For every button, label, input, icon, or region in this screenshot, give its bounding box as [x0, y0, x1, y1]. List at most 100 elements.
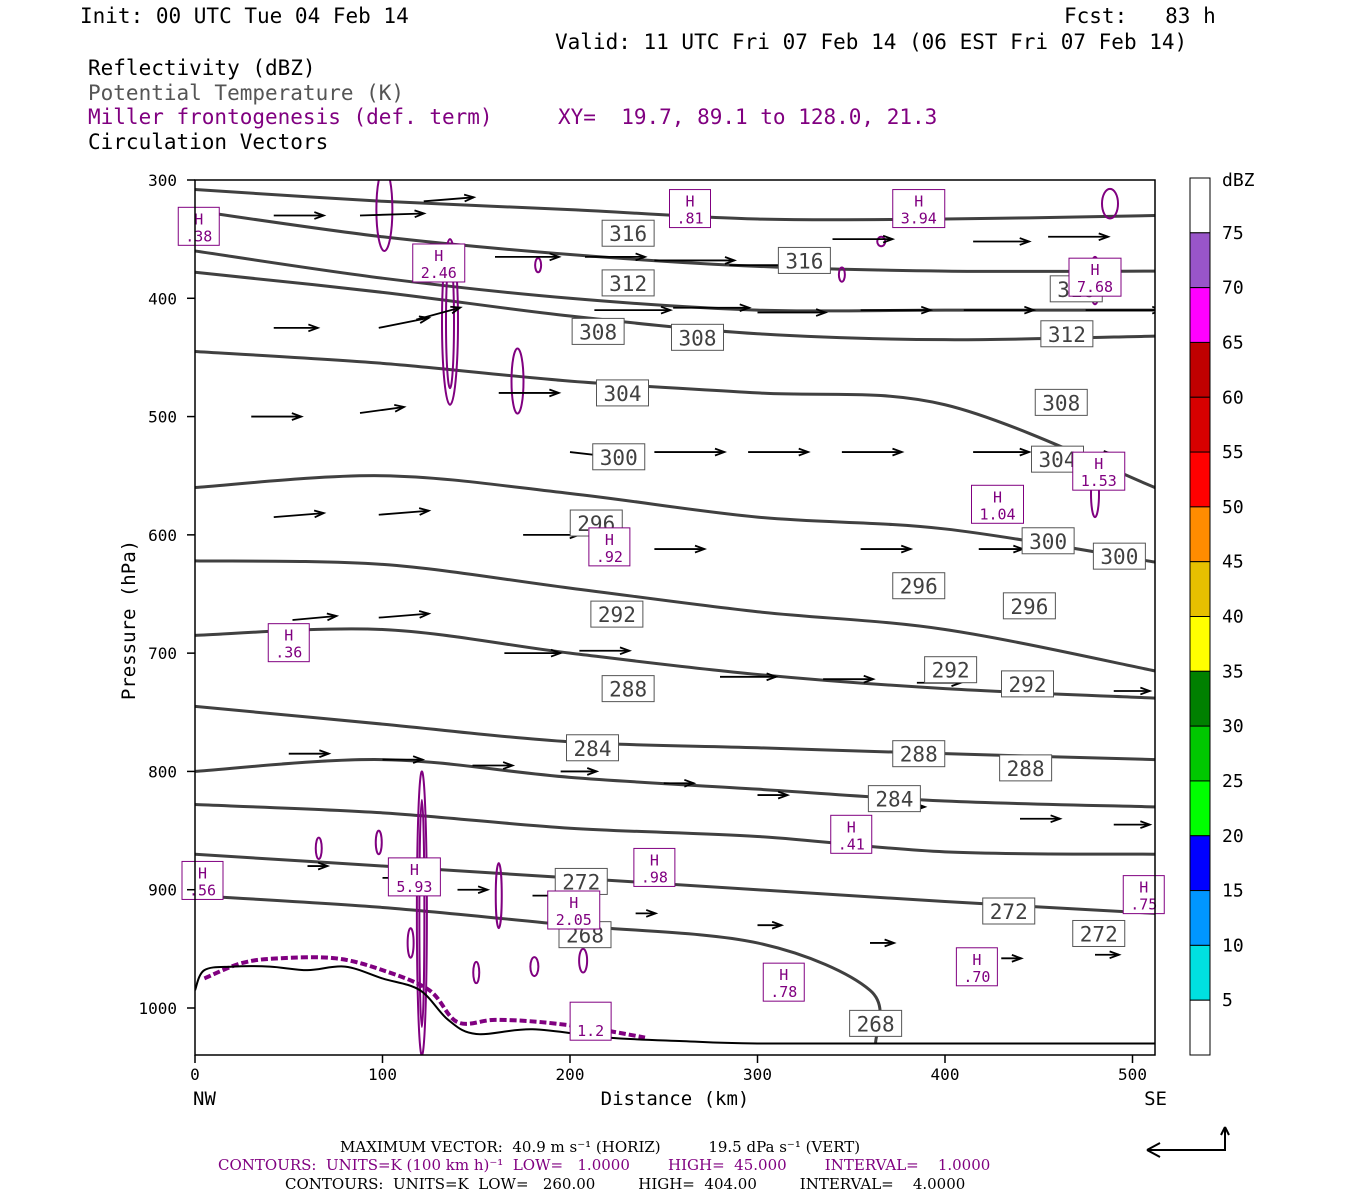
maximum-value: .81: [676, 210, 703, 228]
circulation-vector-head: [418, 315, 432, 324]
colorbar-segment: [1189, 725, 1211, 782]
maximum-value: 2.46: [421, 264, 457, 282]
theta-label-text: 272: [990, 900, 1028, 924]
colorbar-label: dBZ: [1222, 170, 1255, 191]
maximum-box: [669, 189, 711, 229]
frontogenesis-maximum: H.56: [181, 860, 224, 900]
circulation-vector-head: [412, 755, 426, 764]
circulation-vector-head: [771, 920, 785, 930]
theta-label: 308: [1034, 388, 1088, 416]
frontogenesis-maximum: H3.94: [892, 189, 946, 229]
frontogenesis-cell: [534, 257, 543, 274]
circulation-vector-head: [1019, 447, 1032, 457]
frontogenesis-cell: [472, 960, 481, 985]
circulation-vector-head: [1019, 237, 1032, 246]
maximum-box: [569, 1001, 612, 1041]
axes: 300 400 500 600 700 800 900 1000 0 100 200 300 400 50…: [118, 171, 1167, 1110]
colorbar-tick-label: 15: [1222, 881, 1244, 902]
frontogenesis-contours: [203, 180, 1119, 1055]
circulation-vector-head: [635, 252, 648, 262]
theta-label-text: 312: [609, 272, 647, 296]
circulation-vector: [378, 509, 429, 516]
theta-label: 300: [1021, 527, 1075, 555]
theta-label-box: [982, 897, 1036, 925]
circulation-vector-head: [684, 778, 697, 788]
colorbar-tick-label: 20: [1222, 826, 1244, 847]
contour-labels: 3163163163123123083083083043043003003002…: [554, 219, 1146, 1037]
circulation-vector-head: [777, 790, 791, 800]
theta-label-box: [849, 1009, 903, 1037]
theta-label: 296: [569, 509, 623, 537]
maximum-box: [588, 527, 631, 567]
x-tick-label: 0: [190, 1065, 200, 1084]
circulation-vector-head: [549, 252, 562, 262]
maximum-box: [971, 484, 1024, 524]
frontogenesis-maximum: H5.93: [387, 857, 441, 897]
maximum-marker: H: [569, 894, 578, 912]
theta-label-box: [592, 443, 646, 471]
maximum-value: 1.04: [979, 505, 1015, 523]
theta-label-box: [999, 754, 1053, 782]
maximum-value: .38: [185, 227, 212, 245]
circulation-vectors: [251, 193, 1155, 963]
colorbar-tick-label: 40: [1222, 607, 1244, 628]
maximum-vector-note: MAXIMUM VECTOR: 40.9 m s⁻¹ (HORIZ) 19.5 …: [340, 1138, 861, 1156]
circulation-vector-head: [884, 938, 897, 948]
theta-label-text: 308: [679, 326, 717, 350]
colorbar-tick-label: 75: [1222, 223, 1244, 244]
colorbar-tick-label: 65: [1222, 332, 1244, 353]
circulation-vector-head: [418, 507, 432, 516]
maximum-box: [387, 857, 441, 897]
colorbar-segment: [1189, 780, 1211, 837]
colorbar-segment: [1189, 616, 1211, 672]
theta-label-box: [1034, 388, 1088, 416]
maximum-box: [177, 206, 220, 246]
theta-label-box: [867, 785, 921, 813]
frontogenesis-maximum: 1.2: [569, 1001, 612, 1041]
colorbar-tick-label: 5: [1222, 990, 1233, 1011]
circulation-vector-head: [739, 303, 752, 313]
circulation-vector-head: [645, 909, 659, 918]
theta-label-text: 272: [562, 870, 600, 894]
circulation-vector-head: [694, 544, 707, 554]
frontogenesis-maximum: H.75: [1122, 875, 1165, 915]
maximum-marker: H: [605, 531, 614, 549]
theta-label: 284: [867, 785, 921, 813]
theta-label-box: [1002, 592, 1056, 620]
theta-label-text: 300: [1029, 530, 1067, 554]
maximum-marker: H: [847, 818, 856, 836]
maximum-marker: H: [410, 861, 419, 879]
theta-label: 300: [592, 443, 646, 471]
y-axis-label: Pressure (hPa): [118, 540, 140, 700]
theta-label: 296: [1002, 592, 1056, 620]
theta-label: 308: [671, 323, 724, 351]
maximum-marker: H: [993, 488, 1002, 506]
circulation-vector-head: [326, 612, 340, 622]
maximum-box: [1072, 451, 1126, 491]
colorbar-tick-label: 30: [1222, 716, 1244, 737]
circulation-vector-head: [1011, 954, 1024, 963]
circulation-vector-head: [450, 305, 463, 315]
terrain-line: [195, 965, 1155, 1045]
frontogenesis-maximum: H.98: [633, 847, 676, 887]
frontogenesis-contour-info: CONTOURS: UNITS=K (100 km h)⁻¹ LOW= 1.00…: [218, 1156, 991, 1174]
maximum-marker: H: [914, 193, 923, 211]
theta-label-text: 272: [1080, 922, 1118, 946]
theta-label: 284: [566, 734, 619, 762]
theta-label: 312: [601, 269, 655, 297]
circulation-vector-head: [550, 648, 563, 658]
theta-276-contour: [195, 803, 1155, 856]
theta-label: 288: [999, 754, 1053, 782]
theta-label-box: [601, 219, 655, 247]
theta-label: 272: [554, 867, 608, 895]
theta-304-contour: [195, 270, 1155, 342]
maximum-box: [633, 847, 676, 887]
circulation-vector: [378, 612, 429, 619]
frontogenesis-maximum: H.78: [762, 962, 805, 1002]
colorbar-segment: [1189, 561, 1211, 617]
theta-label-text: 300: [1100, 545, 1138, 569]
maximum-value: .75: [1130, 896, 1157, 914]
maximum-value: 5.93: [396, 878, 432, 896]
maximum-box: [267, 623, 310, 663]
theta-292-contour: [195, 559, 1155, 673]
